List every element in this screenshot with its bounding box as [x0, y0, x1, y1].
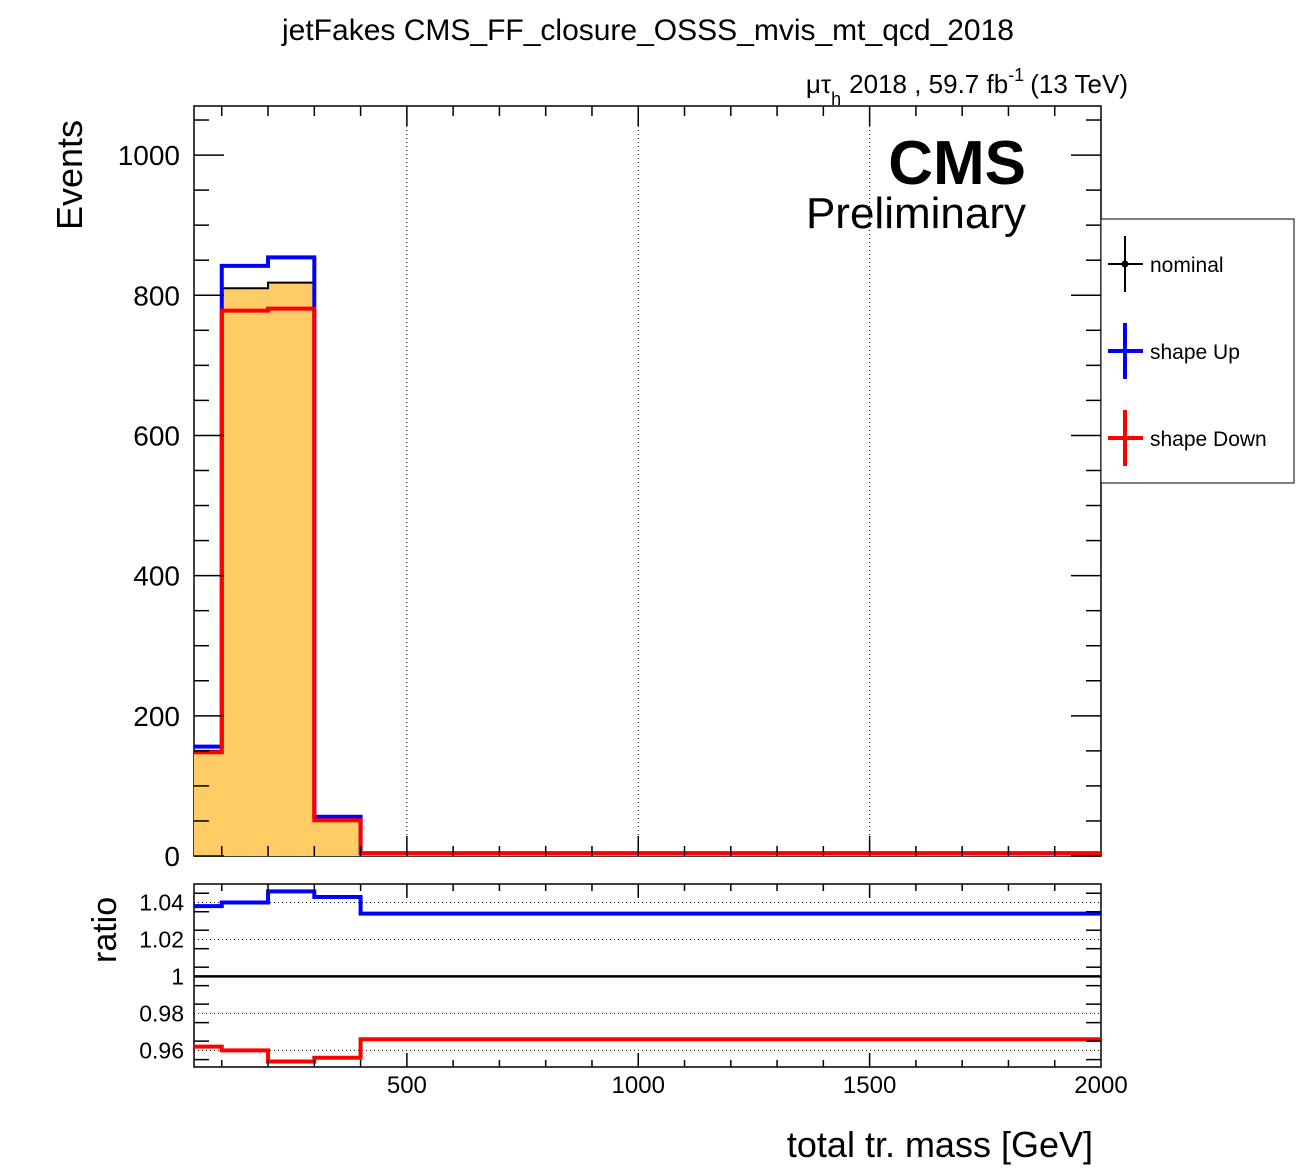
ratio-axis-label: ratio	[86, 897, 124, 963]
y-axis-label: Events	[49, 120, 90, 230]
ratio-y-tick-label: 1.02	[139, 926, 184, 952]
ratio-y-tick-label: 1	[171, 963, 184, 989]
legend-label: shape Up	[1150, 341, 1240, 364]
y-tick-label: 0	[164, 841, 180, 872]
ratio-y-tick-label: 0.98	[139, 1000, 184, 1026]
y-tick-label: 400	[133, 561, 180, 592]
x-tick-label: 1500	[843, 1072, 896, 1099]
ratio-y-tick-label: 0.96	[139, 1037, 184, 1063]
lumi-channel-sub: h	[831, 89, 841, 109]
lumi-exp: -1	[1008, 65, 1024, 85]
legend-label: nominal	[1150, 254, 1224, 277]
x-tick-label: 1000	[612, 1072, 665, 1099]
x-axis-label: total tr. mass [GeV]	[787, 1124, 1093, 1165]
lumi-channel: μτ	[806, 69, 832, 99]
ratio-ticks: 500 1000 1500 2000 0.96 0.98 1 1.02 1.04	[139, 884, 1128, 1099]
lumi-year: 2018 , 59.7 fb	[849, 69, 1008, 99]
x-tick-label: 2000	[1074, 1072, 1127, 1099]
ratio-line-shape-up	[194, 889, 1101, 916]
legend-label: shape Down	[1150, 428, 1267, 451]
y-tick-label: 800	[133, 280, 180, 311]
lumi-label: μτh 2018 , 59.7 fb-1 (13 TeV)	[806, 65, 1128, 109]
legend: nominal shape Up shape Down	[1100, 218, 1295, 484]
series-line-shape-down	[194, 306, 1101, 856]
y-tick-label: 600	[133, 420, 180, 451]
legend-item-shape-down: shape Down	[1108, 410, 1267, 466]
ratio-panel: 500 1000 1500 2000 0.96 0.98 1 1.02 1.04 ratio	[86, 883, 1128, 1099]
y-tick-label: 200	[133, 701, 180, 732]
main-panel: 0 200 400 600 800 1000 CMS Preliminary Events	[49, 105, 1102, 872]
series-line-nominal	[194, 281, 1101, 855]
chart-title: jetFakes CMS_FF_closure_OSSS_mvis_mt_qcd…	[281, 14, 1014, 47]
cms-label: CMS	[888, 129, 1026, 198]
series-line-shape-up	[194, 255, 1101, 856]
ratio-line-shape-down	[194, 1037, 1101, 1064]
main-ticks: 0 200 400 600 800 1000	[118, 106, 1101, 872]
x-tick-label: 500	[387, 1072, 427, 1099]
main-grid	[406, 106, 871, 856]
cms-sublabel: Preliminary	[806, 189, 1026, 238]
legend-item-shape-up: shape Up	[1108, 323, 1240, 379]
main-histograms	[194, 255, 1101, 857]
ratio-y-tick-label: 1.04	[139, 889, 184, 915]
legend-marker-dot	[1121, 260, 1129, 268]
nominal-fill	[194, 282, 1101, 857]
ratio-histograms	[194, 889, 1101, 1064]
y-tick-label: 1000	[118, 140, 180, 171]
legend-item-nominal: nominal	[1108, 236, 1224, 292]
lumi-energy: (13 TeV)	[1030, 69, 1128, 99]
